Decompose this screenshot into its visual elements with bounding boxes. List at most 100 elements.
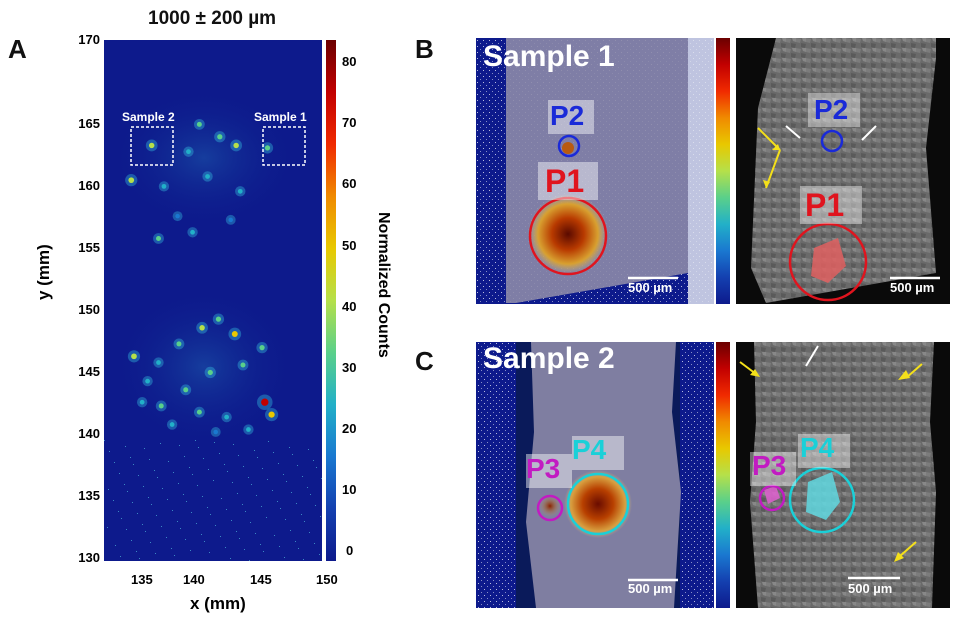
noise-pixel — [198, 447, 199, 448]
noise-pixel — [268, 441, 269, 442]
colorbar-tick-label: 10 — [342, 482, 357, 497]
noise-pixel — [273, 452, 274, 453]
noise-pixel — [220, 536, 221, 537]
noise-pixel — [255, 533, 256, 534]
p3-ct-label-bg — [750, 452, 796, 486]
hotspot-point — [205, 174, 210, 179]
hotspot-point — [158, 403, 164, 409]
noise-pixel — [130, 457, 131, 458]
noise-pixel — [174, 555, 175, 556]
noise-pixel — [277, 501, 278, 502]
x-tick-label: 145 — [250, 572, 272, 587]
noise-pixel — [184, 456, 185, 457]
hotspot-point — [217, 134, 223, 140]
white-arrow — [805, 345, 819, 367]
noise-pixel — [125, 446, 126, 447]
noise-pixel — [161, 526, 162, 527]
scalebar-label: 500 µm — [628, 581, 673, 596]
hotspot-point — [199, 325, 205, 331]
noise-pixel — [242, 504, 243, 505]
noise-pixel — [251, 484, 252, 485]
noise-pixel — [202, 496, 203, 497]
x-tick-label: 150 — [316, 572, 338, 587]
hotspot-point — [231, 331, 238, 337]
p2-ct-label: P2 — [814, 94, 849, 125]
hotspot-point — [246, 427, 251, 432]
noise-pixel — [308, 449, 309, 450]
hotspot-point — [148, 142, 155, 149]
hotspot-point — [161, 183, 167, 189]
hotspot-point — [176, 341, 182, 347]
noise-pixel — [171, 548, 172, 549]
y-axis: 170 165 160 155 150 145 140 135 130 — [62, 32, 102, 565]
sample-region-lower — [112, 287, 296, 447]
noise-pixel — [179, 445, 180, 446]
colorbar-label: Normalized Counts — [375, 212, 392, 358]
noise-pixel — [267, 479, 268, 480]
sample-region-upper — [109, 88, 299, 228]
sample-1-colorbar — [716, 38, 730, 304]
panel-b-letter: B — [415, 34, 434, 64]
hotspot-point — [264, 145, 271, 151]
p2-ct-label-bg — [808, 93, 860, 127]
p4-label: P4 — [572, 434, 607, 465]
noise-pixel — [127, 491, 128, 492]
x-axis-label: x (mm) — [190, 594, 246, 613]
noise-pixel — [230, 558, 231, 559]
noise-pixel — [297, 465, 298, 466]
p1-hotspot — [528, 194, 608, 274]
noise-pixel — [286, 481, 287, 482]
sample-2-label: Sample 2 — [483, 342, 615, 375]
sample-2-ct-image — [736, 342, 950, 608]
p2-hotspot — [562, 142, 574, 154]
hotspot-point — [196, 409, 202, 415]
noise-pixel — [249, 560, 250, 561]
noise-pixel — [260, 544, 261, 545]
hotspot-point — [207, 369, 213, 376]
noise-pixel — [298, 548, 299, 549]
noise-pixel — [113, 500, 114, 501]
yellow-arrow-head — [763, 180, 770, 188]
noise-pixel — [109, 451, 110, 452]
hotspot-point — [183, 387, 189, 393]
noise-pixel — [250, 522, 251, 523]
p4-particle — [806, 472, 840, 520]
y-tick-label: 155 — [78, 240, 100, 255]
noise-pixel — [131, 540, 132, 541]
noise-pixel — [214, 442, 215, 443]
noise-pixel — [121, 518, 122, 519]
hotspot-point — [131, 353, 137, 360]
noise-pixel — [183, 494, 184, 495]
p4-hotspot — [564, 470, 632, 538]
yellow-arrow-head — [772, 144, 780, 150]
yellow-arrow-head — [898, 370, 910, 380]
noise-pixel — [263, 551, 264, 552]
noise-pixel — [104, 440, 105, 441]
y-tick-label: 140 — [78, 426, 100, 441]
noise-pixel — [272, 490, 273, 491]
heatmap-title: 1000 ± 200 µm — [148, 8, 277, 29]
panel-a-letter: A — [8, 34, 27, 64]
yellow-arrow — [899, 541, 917, 557]
colorbar-tick-label: 80 — [342, 54, 357, 69]
sample-1-box-label: Sample 1 — [254, 110, 307, 124]
noise-pixel — [132, 502, 133, 503]
noise-pixel — [154, 470, 155, 471]
noise-pixel — [145, 531, 146, 532]
noise-pixel — [302, 476, 303, 477]
hotspot-point — [261, 398, 269, 406]
y-tick-label: 170 — [78, 32, 100, 47]
noise-pixel — [115, 545, 116, 546]
sample-1-ct-image — [736, 38, 950, 304]
white-arrow — [785, 125, 801, 139]
colorbar-tick-label: 70 — [342, 115, 357, 130]
noise-pixel — [227, 471, 228, 472]
hotspot-point — [224, 414, 230, 420]
p4-circle — [566, 472, 630, 536]
noise-pixel — [195, 440, 196, 441]
noise-pixel — [221, 498, 222, 499]
hotspot-point — [145, 378, 150, 384]
noise-pixel — [156, 515, 157, 516]
noise-pixel — [239, 538, 240, 539]
sample-2-box — [130, 126, 174, 166]
